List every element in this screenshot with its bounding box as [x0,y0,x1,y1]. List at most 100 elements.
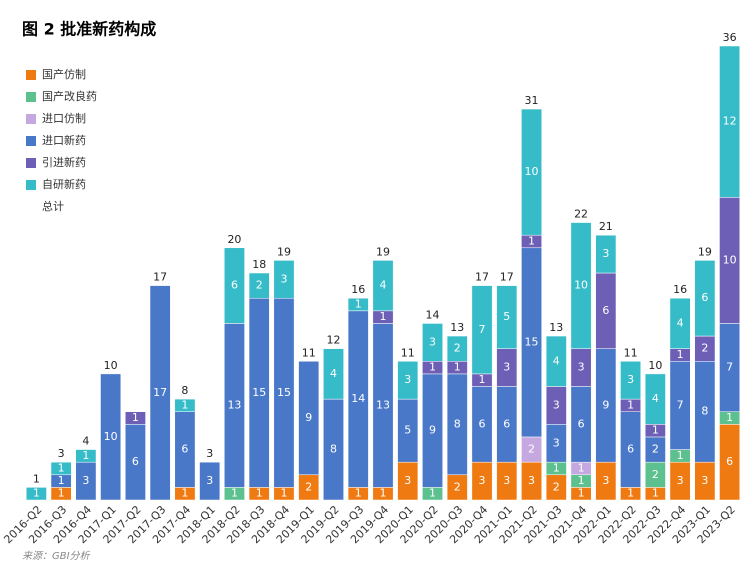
total-label: 4 [82,435,89,448]
chart-title: 图 2 批准新药构成 [22,20,156,39]
total-label: 11 [624,346,638,359]
segment-label: 3 [602,474,609,487]
segment-label: 7 [677,398,684,411]
segment-label: 1 [256,487,263,500]
legend-swatch [26,136,36,146]
bar-segment [496,285,518,349]
segment-label: 3 [404,474,411,487]
segment-label: 1 [578,461,585,474]
total-label: 17 [500,271,514,284]
segment-label: 3 [280,272,287,285]
segment-label: 1 [380,487,387,500]
segment-label: 7 [479,323,486,336]
bar-segment [224,247,245,324]
segment-label: 1 [181,487,188,500]
segment-label: 3 [82,474,89,487]
bar-segment [644,373,666,425]
segment-label: 1 [652,487,659,500]
total-label: 17 [475,271,489,284]
segment-label: 2 [652,468,659,481]
bar-segment [149,285,171,501]
bar-segment [669,297,691,349]
total-label: 31 [525,94,539,107]
total-label: 19 [698,245,712,258]
segment-label: 1 [181,398,188,411]
total-label: 16 [351,283,365,296]
segment-label: 3 [677,474,684,487]
segment-label: 17 [153,386,167,399]
total-label: 8 [181,384,188,397]
total-label: 22 [574,208,588,221]
bar-segment [446,335,468,362]
segment-label: 1 [231,487,238,500]
segment-label: 4 [652,392,659,405]
segment-label: 14 [351,392,365,405]
bar-segment [125,411,146,425]
segment-label: 5 [404,424,411,437]
segment-label: 2 [652,443,659,456]
total-label: 3 [58,447,65,460]
segment-label: 1 [58,474,65,487]
segment-label: 8 [330,443,337,456]
bar-segment [174,398,196,412]
bar-segment [620,361,641,400]
legend-swatch [26,180,36,190]
segment-label: 2 [256,279,263,292]
total-label: 10 [648,359,662,372]
total-label: 19 [376,245,390,258]
segment-label: 4 [677,316,684,329]
segment-label: 6 [479,417,486,430]
segment-label: 1 [280,487,287,500]
segment-label: 1 [429,487,436,500]
segment-label: 4 [380,279,387,292]
bar-segment [50,461,72,476]
legend-label: 自研新药 [42,177,86,191]
segment-label: 1 [578,487,585,500]
segment-label: 1 [132,411,139,424]
legend-label: 进口新药 [42,133,86,147]
segment-label: 6 [602,304,609,317]
bar-segment [521,108,542,236]
legend-swatch [26,114,36,124]
segment-label: 7 [726,361,733,374]
segment-label: 9 [602,398,609,411]
segment-label: 1 [553,461,560,474]
segment-label: 6 [726,455,733,468]
bar-segment [199,461,221,501]
segment-label: 10 [104,430,118,443]
bar-segment [323,348,344,400]
segment-label: 1 [58,461,65,474]
segment-label: 10 [723,253,737,266]
source: 来源：GBI分析 [22,550,91,562]
segment-label: 1 [726,411,733,424]
segment-label: 2 [454,342,461,355]
segment-label: 1 [33,487,40,500]
segment-label: 12 [723,115,737,128]
segment-label: 15 [252,386,266,399]
segment-label: 1 [429,361,436,374]
segment-label: 5 [503,310,510,323]
total-label: 3 [206,447,213,460]
total-label: 19 [277,245,291,258]
segment-label: 1 [454,361,461,374]
segment-label: 9 [429,424,436,437]
segment-label: 3 [553,398,560,411]
bar-segment [545,335,567,387]
legend-label: 国产仿制 [42,67,86,81]
total-label: 13 [450,321,464,334]
bar-segment [719,45,741,198]
segment-label: 1 [627,487,634,500]
segment-label: 3 [602,247,609,260]
segment-label: 1 [528,234,535,247]
total-label: 14 [426,308,440,321]
segment-label: 3 [404,373,411,386]
segment-label: 1 [578,474,585,487]
total-label: 13 [549,321,563,334]
segment-label: 3 [479,474,486,487]
legend-swatch [26,92,36,102]
segment-label: 8 [701,405,708,418]
segment-label: 4 [330,367,337,380]
total-label: 11 [401,346,415,359]
segment-label: 3 [627,373,634,386]
